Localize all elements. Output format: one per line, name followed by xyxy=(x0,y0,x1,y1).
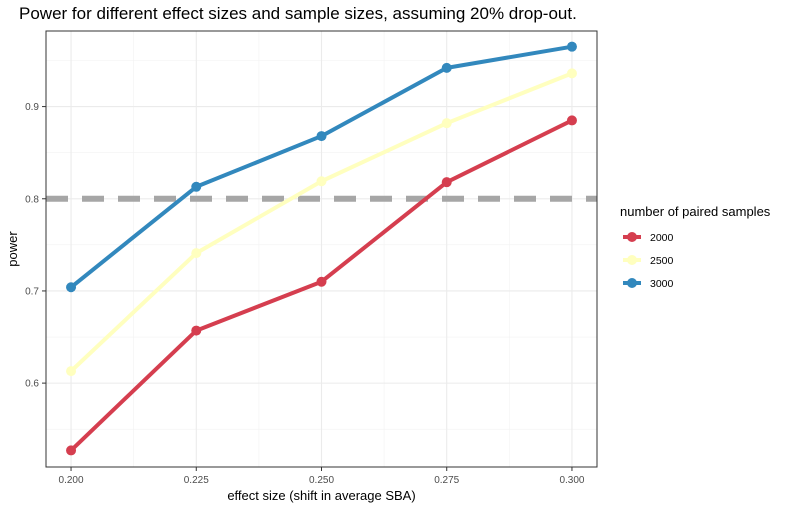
legend-key-point xyxy=(627,278,637,288)
legend-key-point xyxy=(627,255,637,265)
legend-item-2500: 2500 xyxy=(623,255,674,267)
data-point-3000 xyxy=(441,62,452,73)
data-point-2500 xyxy=(441,118,452,129)
data-point-2500 xyxy=(191,248,202,259)
axes-layer: 0.200 0.225 0.250 0.275 0.300 0.6 0.7 0.8 0.9 xyxy=(25,30,598,486)
y-axis-title: power xyxy=(5,231,20,267)
series-3000 xyxy=(66,41,577,293)
y-tick-label: 0.6 xyxy=(25,379,39,390)
data-point-2500 xyxy=(566,68,577,79)
y-tick-label: 0.8 xyxy=(25,194,39,205)
legend-item-3000: 3000 xyxy=(623,278,674,290)
legend-key-point xyxy=(627,232,637,242)
x-tick-label: 0.250 xyxy=(309,475,334,486)
data-point-2000 xyxy=(566,115,577,126)
data-point-2500 xyxy=(316,176,327,187)
y-tick-label: 0.7 xyxy=(25,286,39,297)
data-point-2000 xyxy=(191,325,202,336)
series-2500 xyxy=(66,68,577,377)
data-point-3000 xyxy=(66,282,77,293)
data-point-3000 xyxy=(191,181,202,192)
data-point-2500 xyxy=(66,366,77,377)
x-tick-label: 0.300 xyxy=(559,475,584,486)
data-point-2000 xyxy=(316,276,327,287)
series-layer xyxy=(66,41,577,456)
series-2000 xyxy=(66,115,577,456)
x-tick-label: 0.275 xyxy=(434,475,459,486)
legend-item-2000: 2000 xyxy=(623,232,674,244)
data-point-3000 xyxy=(316,131,327,142)
data-point-2000 xyxy=(66,445,77,456)
chart-title: Power for different effect sizes and sam… xyxy=(19,4,577,23)
legend-title: number of paired samples xyxy=(620,204,771,219)
x-tick-label: 0.225 xyxy=(184,475,209,486)
y-tick-label: 0.9 xyxy=(25,102,39,113)
legend-label: 3000 xyxy=(650,278,674,290)
legend-label: 2000 xyxy=(650,232,674,244)
data-point-3000 xyxy=(566,41,577,52)
legend: number of paired samples 2000 2500 3000 xyxy=(620,204,771,290)
x-tick-label: 0.200 xyxy=(59,475,84,486)
legend-label: 2500 xyxy=(650,255,674,267)
data-point-2000 xyxy=(441,177,452,188)
x-axis-title: effect size (shift in average SBA) xyxy=(227,488,415,503)
